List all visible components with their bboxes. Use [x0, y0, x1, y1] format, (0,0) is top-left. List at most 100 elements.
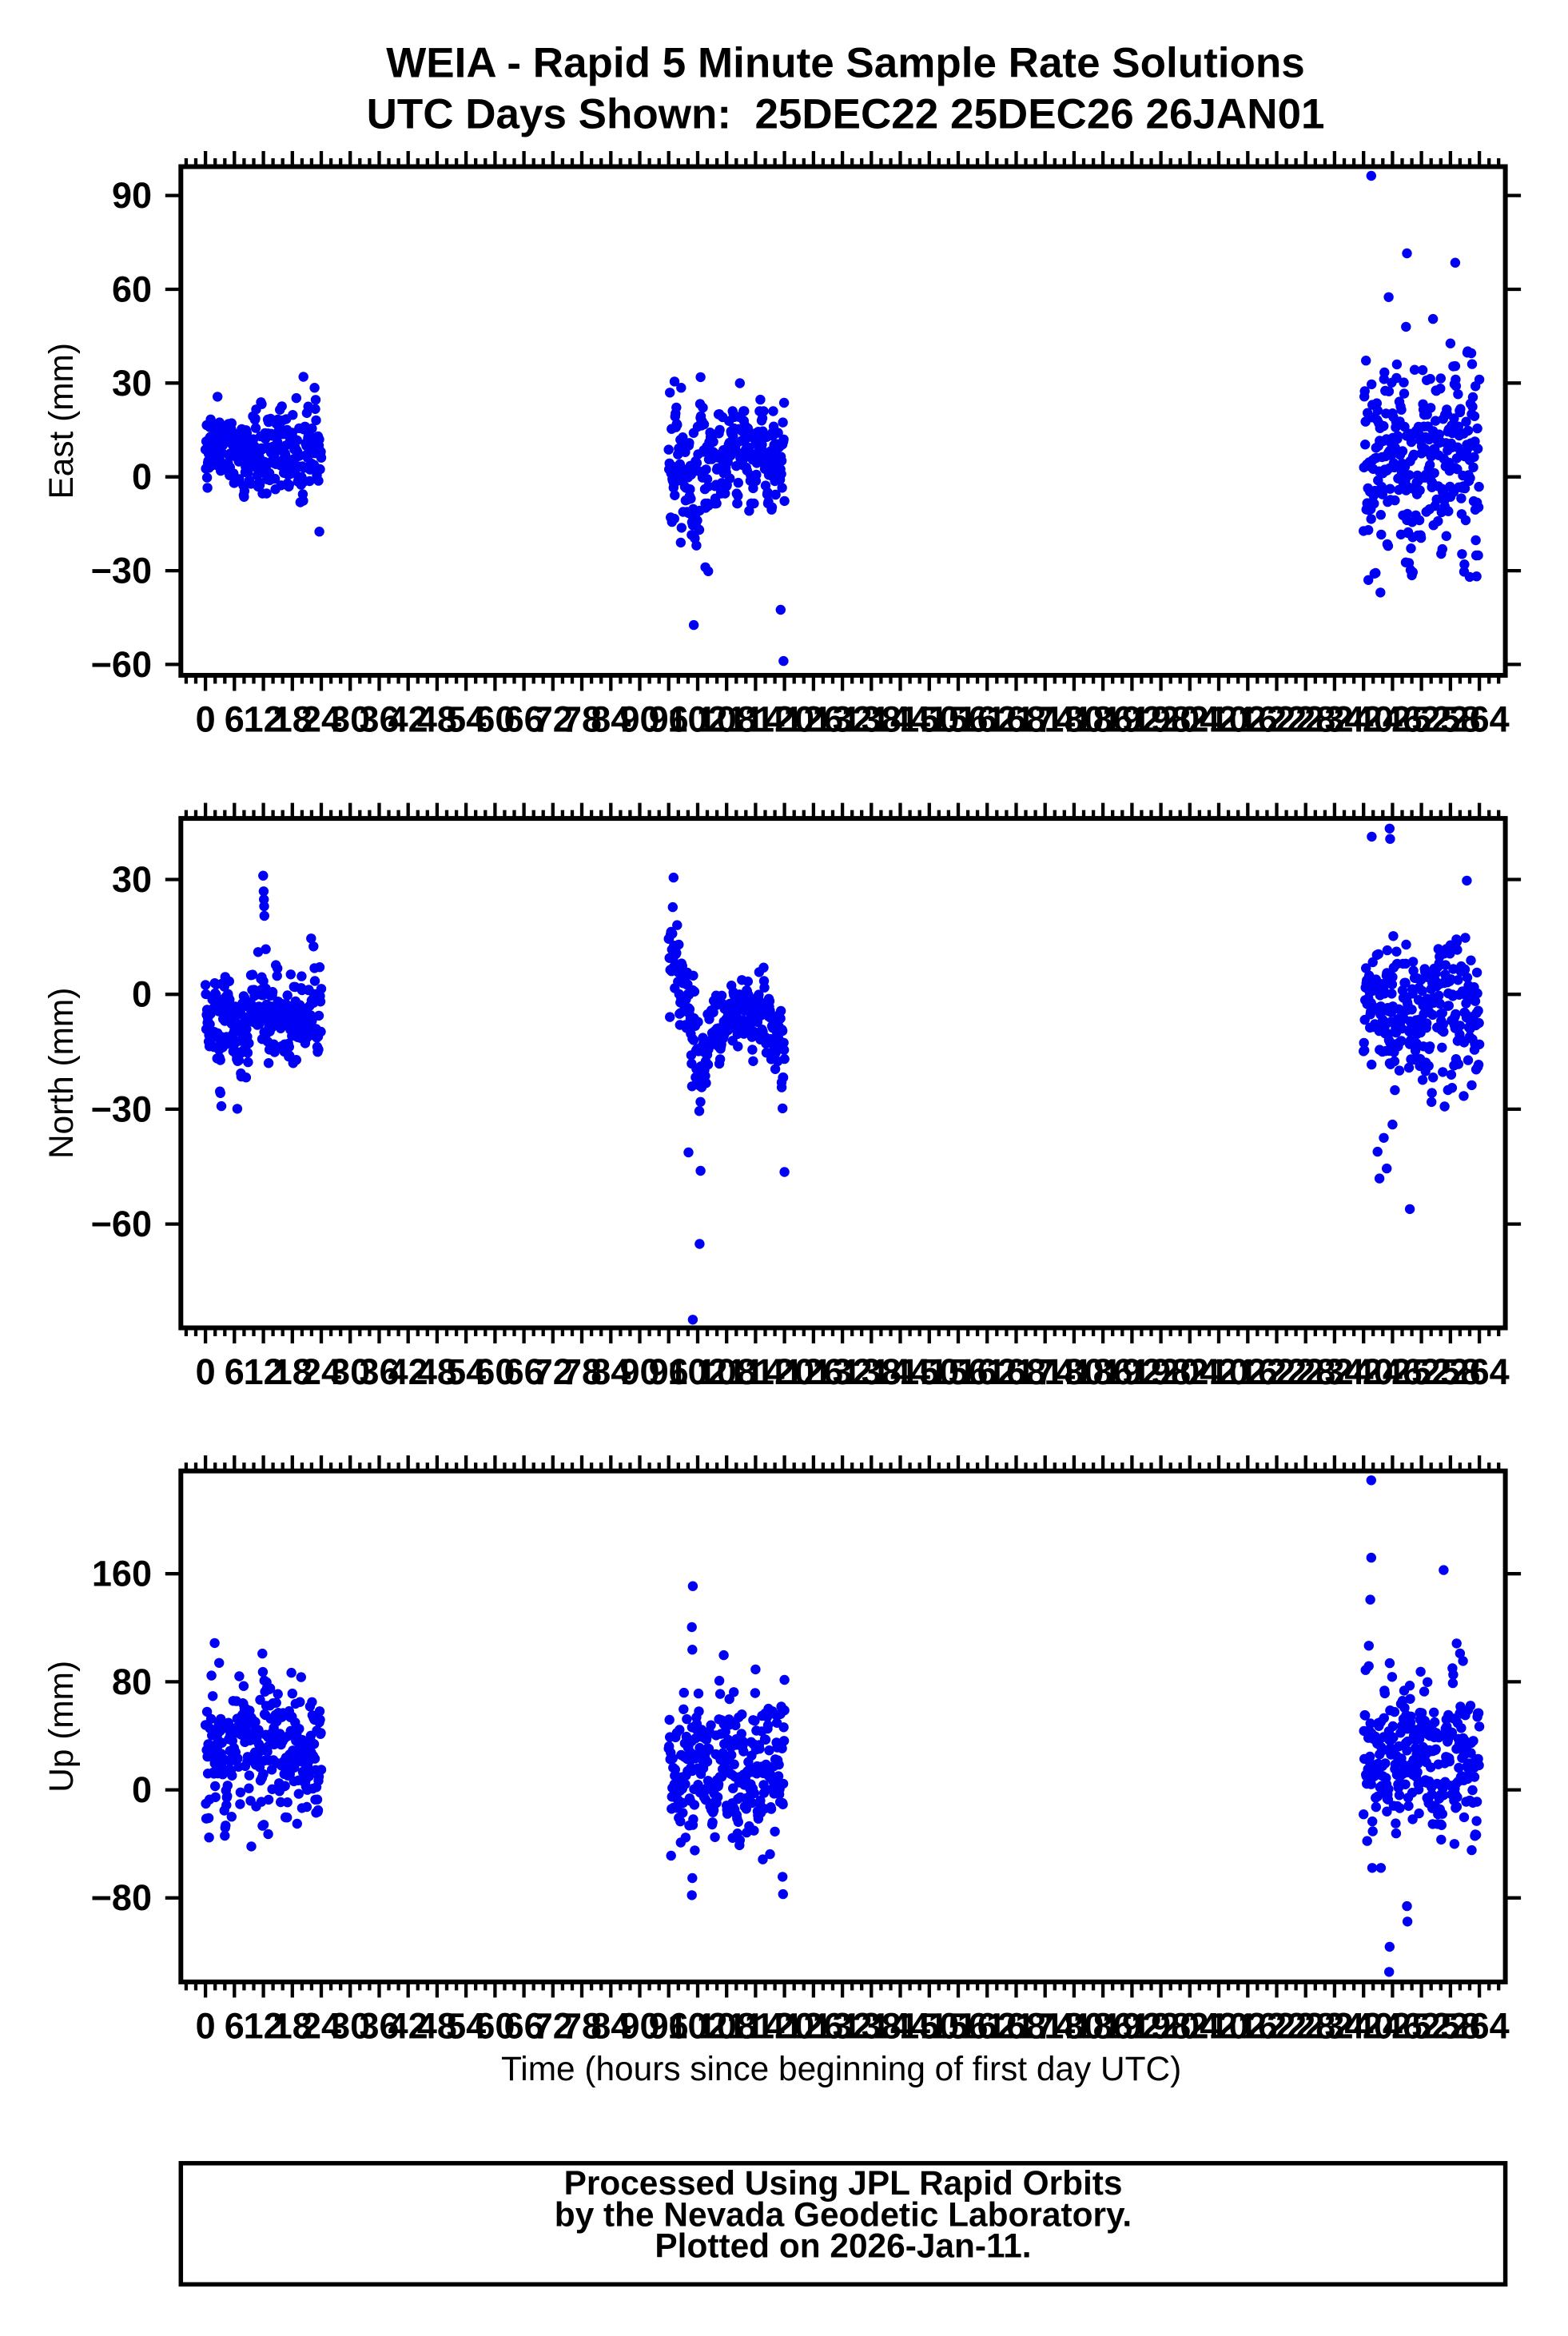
svg-text:60: 60 [475, 1351, 515, 1392]
svg-text:114: 114 [726, 2005, 785, 2046]
svg-text:78: 78 [562, 698, 602, 739]
svg-text:192: 192 [1102, 1351, 1162, 1392]
svg-text:54: 54 [446, 2005, 486, 2046]
svg-text:42: 42 [388, 1351, 428, 1392]
svg-text:12: 12 [244, 2005, 284, 2046]
svg-text:78: 78 [562, 2005, 602, 2046]
svg-text:144: 144 [870, 698, 930, 739]
svg-text:264: 264 [1450, 698, 1510, 739]
svg-text:198: 198 [1131, 1351, 1191, 1392]
svg-text:252: 252 [1391, 698, 1451, 739]
svg-text:108: 108 [697, 2005, 757, 2046]
svg-text:Plotted on 2026-Jan-11.: Plotted on 2026-Jan-11. [655, 2227, 1031, 2265]
svg-text:126: 126 [783, 2005, 843, 2046]
svg-text:36: 36 [359, 698, 399, 739]
svg-text:240: 240 [1334, 698, 1394, 739]
svg-text:228: 228 [1275, 698, 1335, 739]
svg-text:150: 150 [899, 2005, 959, 2046]
svg-text:48: 48 [417, 698, 457, 739]
svg-text:246: 246 [1363, 698, 1423, 739]
svg-text:18: 18 [273, 698, 312, 739]
svg-text:144: 144 [870, 2005, 930, 2046]
svg-text:30: 30 [330, 698, 370, 739]
svg-text:138: 138 [842, 2005, 901, 2046]
svg-text:24: 24 [301, 1351, 341, 1392]
svg-text:108: 108 [697, 1351, 757, 1392]
svg-text:216: 216 [1218, 2005, 1278, 2046]
svg-text:252: 252 [1391, 2005, 1451, 2046]
svg-text:66: 66 [504, 698, 544, 739]
svg-text:90: 90 [619, 2005, 659, 2046]
svg-text:66: 66 [504, 1351, 544, 1392]
svg-text:66: 66 [504, 2005, 544, 2046]
svg-text:24: 24 [301, 2005, 341, 2046]
svg-text:138: 138 [842, 698, 901, 739]
svg-text:UTC Days Shown: 25DEC22 25DEC: UTC Days Shown: 25DEC22 25DEC26 26JAN01 [367, 90, 1325, 137]
svg-text:132: 132 [813, 2005, 873, 2046]
svg-text:246: 246 [1363, 1351, 1423, 1392]
svg-text:204: 204 [1160, 2005, 1220, 2046]
svg-text:120: 120 [754, 1351, 814, 1392]
svg-text:60: 60 [112, 269, 152, 309]
svg-text:258: 258 [1420, 2005, 1480, 2046]
svg-text:80: 80 [112, 1661, 152, 1702]
svg-text:222: 222 [1247, 1351, 1307, 1392]
svg-text:84: 84 [591, 2005, 631, 2046]
svg-text:216: 216 [1218, 698, 1278, 739]
svg-text:234: 234 [1304, 2005, 1364, 2046]
svg-text:180: 180 [1044, 2005, 1104, 2046]
svg-text:102: 102 [667, 2005, 727, 2046]
svg-text:198: 198 [1131, 2005, 1191, 2046]
svg-text:126: 126 [783, 698, 843, 739]
svg-text:174: 174 [1015, 698, 1075, 739]
svg-text:168: 168 [986, 2005, 1046, 2046]
svg-text:Up (mm): Up (mm) [42, 1661, 80, 1793]
svg-text:252: 252 [1391, 1351, 1451, 1392]
svg-text:90: 90 [619, 1351, 659, 1392]
svg-text:168: 168 [986, 1351, 1046, 1392]
svg-text:180: 180 [1044, 698, 1104, 739]
svg-text:114: 114 [726, 698, 785, 739]
svg-text:162: 162 [957, 1351, 1017, 1392]
svg-text:258: 258 [1420, 1351, 1480, 1392]
svg-text:192: 192 [1102, 698, 1162, 739]
svg-text:72: 72 [533, 1351, 573, 1392]
svg-text:114: 114 [726, 1351, 785, 1392]
svg-text:54: 54 [446, 698, 486, 739]
svg-text:0: 0 [196, 2005, 216, 2046]
svg-text:156: 156 [928, 698, 988, 739]
svg-text:30: 30 [330, 2005, 370, 2046]
svg-text:Time (hours since beginning of: Time (hours since beginning of first day… [501, 2050, 1181, 2087]
svg-text:Processed Using JPL Rapid Orbi: Processed Using JPL Rapid Orbits [564, 2164, 1123, 2202]
svg-text:North (mm): North (mm) [42, 988, 80, 1159]
svg-text:150: 150 [899, 1351, 959, 1392]
svg-text:96: 96 [649, 1351, 689, 1392]
svg-text:120: 120 [754, 2005, 814, 2046]
svg-text:60: 60 [475, 2005, 515, 2046]
svg-text:210: 210 [1188, 698, 1248, 739]
svg-text:WEIA - Rapid 5 Minute Sample R: WEIA - Rapid 5 Minute Sample Rate Soluti… [386, 39, 1304, 86]
svg-text:186: 186 [1073, 2005, 1133, 2046]
svg-text:264: 264 [1450, 2005, 1510, 2046]
svg-text:102: 102 [667, 698, 727, 739]
svg-text:6: 6 [225, 698, 245, 739]
svg-text:84: 84 [591, 698, 631, 739]
svg-text:12: 12 [244, 698, 284, 739]
svg-text:−30: −30 [91, 1088, 152, 1129]
svg-text:108: 108 [697, 698, 757, 739]
svg-text:132: 132 [813, 1351, 873, 1392]
svg-text:174: 174 [1015, 1351, 1075, 1392]
svg-text:186: 186 [1073, 1351, 1133, 1392]
svg-text:162: 162 [957, 698, 1017, 739]
svg-text:192: 192 [1102, 2005, 1162, 2046]
svg-text:228: 228 [1275, 1351, 1335, 1392]
svg-text:East (mm): East (mm) [42, 343, 80, 499]
svg-text:30: 30 [330, 1351, 370, 1392]
svg-text:216: 216 [1218, 1351, 1278, 1392]
svg-text:36: 36 [359, 2005, 399, 2046]
svg-text:162: 162 [957, 2005, 1017, 2046]
svg-text:240: 240 [1334, 2005, 1394, 2046]
svg-text:156: 156 [928, 2005, 988, 2046]
svg-text:234: 234 [1304, 698, 1364, 739]
svg-text:168: 168 [986, 698, 1046, 739]
